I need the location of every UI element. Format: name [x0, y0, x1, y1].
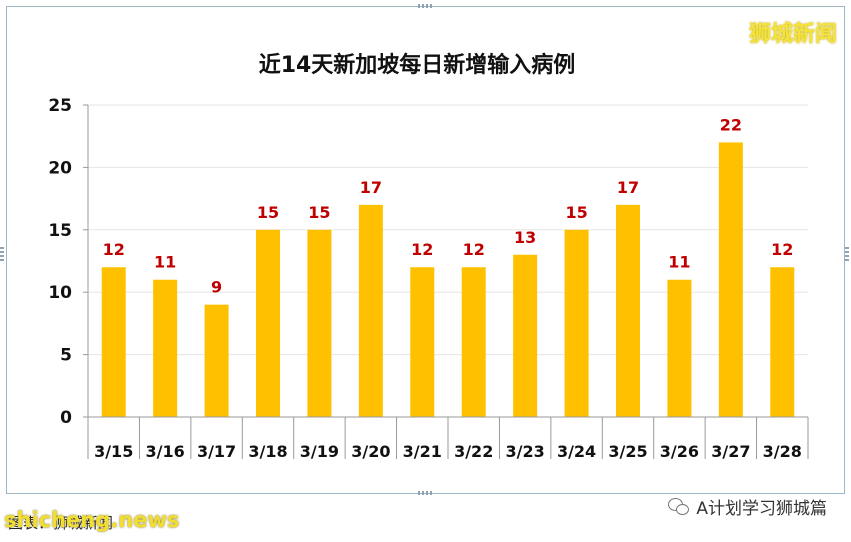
- resize-handle-bottom[interactable]: [418, 491, 432, 495]
- data-label: 11: [668, 253, 690, 272]
- x-tick-label: 3/15: [94, 442, 133, 461]
- x-tick-label: 3/20: [351, 442, 390, 461]
- data-label: 12: [103, 240, 125, 259]
- y-tick-label: 0: [60, 408, 72, 428]
- bar-3-25: [616, 204, 640, 417]
- bar-3-23: [513, 254, 538, 417]
- wechat-account-name: A计划学习狮城篇: [696, 499, 827, 519]
- x-tick-label: 3/24: [557, 442, 596, 461]
- x-tick-label: 3/17: [197, 442, 236, 461]
- data-label: 11: [154, 253, 176, 272]
- resize-handle-right[interactable]: [845, 247, 849, 261]
- x-tick-label: 3/27: [711, 442, 750, 461]
- bar-3-27: [718, 142, 743, 417]
- bar-3-18: [256, 229, 280, 417]
- chart-source: 图表：狮城新闻: [8, 512, 113, 533]
- x-tick-label: 3/22: [454, 442, 493, 461]
- bar-3-26: [667, 279, 692, 417]
- bar-3-15: [101, 267, 126, 417]
- bar-3-20: [358, 204, 383, 417]
- resize-handle-left[interactable]: [0, 247, 4, 261]
- data-label: 9: [211, 278, 222, 297]
- data-label: 17: [617, 178, 639, 197]
- data-label: 15: [257, 203, 279, 222]
- wechat-icon: [668, 497, 690, 516]
- y-tick-label: 15: [48, 221, 72, 241]
- site-watermark: shicheng.news: [4, 508, 180, 532]
- source-value: 狮城新闻: [53, 514, 114, 532]
- x-tick-label: 3/19: [300, 442, 339, 461]
- data-label: 17: [360, 178, 382, 197]
- bar-3-24: [564, 229, 589, 417]
- bar-3-19: [307, 229, 332, 417]
- data-label: 13: [514, 228, 536, 247]
- x-tick-label: 3/16: [146, 442, 185, 461]
- bar-3-17: [204, 304, 229, 417]
- x-tick-label: 3/28: [763, 442, 802, 461]
- x-tick-label: 3/23: [506, 442, 545, 461]
- x-tick-label: 3/18: [248, 442, 287, 461]
- resize-handle-top[interactable]: [418, 4, 432, 8]
- y-tick-label: 25: [48, 96, 72, 116]
- bar-3-22: [461, 267, 486, 417]
- y-tick-label: 10: [48, 283, 72, 303]
- wechat-attribution: A计划学习狮城篇: [668, 494, 827, 519]
- x-tick-label: 3/25: [608, 442, 647, 461]
- y-tick-label: 20: [48, 158, 72, 178]
- bar-3-28: [770, 267, 795, 417]
- data-label: 15: [308, 203, 330, 222]
- data-label: 12: [411, 240, 433, 259]
- data-label: 15: [565, 203, 587, 222]
- bar-3-16: [153, 279, 178, 417]
- x-tick-label: 3/26: [660, 442, 699, 461]
- y-tick-label: 5: [60, 346, 72, 366]
- data-label: 12: [771, 240, 793, 259]
- chart-title: 近14天新加坡每日新增输入病例: [259, 52, 576, 78]
- data-label: 12: [463, 240, 485, 259]
- x-tick-label: 3/21: [403, 442, 442, 461]
- data-label: 22: [720, 115, 742, 134]
- watermark-logo-text: 狮城新闻: [748, 22, 837, 47]
- source-label: 图表：: [8, 514, 54, 532]
- bar-3-21: [410, 267, 435, 417]
